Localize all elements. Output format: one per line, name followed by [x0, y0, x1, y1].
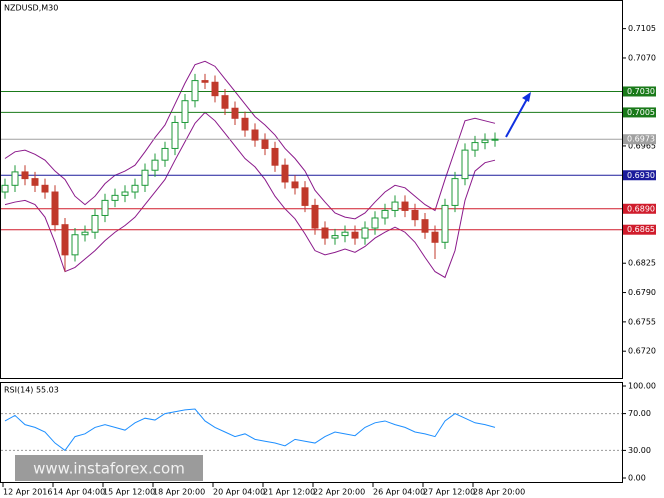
x-tick-label: 26 Apr 04:00: [373, 488, 425, 497]
level-tag: [623, 224, 656, 235]
candle-body: [91, 214, 99, 233]
candle-body: [191, 80, 199, 102]
candle-body: [441, 204, 449, 243]
y-tick-label: 0.6790: [628, 288, 656, 297]
level-tag: [623, 170, 656, 181]
candle-body: [161, 147, 169, 161]
x-tick-label: 14 Apr 04:00: [53, 488, 105, 497]
x-tick-label: 12 Apr 2016: [3, 488, 52, 497]
level-label: 0.7030: [627, 87, 655, 96]
candle-body: [231, 107, 239, 119]
candle-body: [341, 231, 349, 237]
candle-body: [421, 219, 429, 233]
upper-band: [4, 60, 496, 220]
candle-body: [471, 142, 479, 151]
level-label: 0.7005: [627, 108, 655, 117]
candle-body: [401, 201, 409, 211]
x-tick-label: 21 Apr 12:00: [263, 488, 315, 497]
candle-body: [411, 209, 419, 221]
y-tick-label: 0.6755: [628, 317, 656, 326]
lower-band: [4, 111, 496, 279]
candle-body: [431, 231, 439, 243]
x-tick-label: 27 Apr 12:00: [423, 488, 475, 497]
candle-body: [71, 234, 79, 256]
candle-body: [481, 139, 489, 144]
candle-body: [241, 117, 249, 131]
candle-body: [81, 231, 89, 236]
y-tick-label: 0.7070: [628, 53, 656, 62]
candle-body: [381, 209, 389, 219]
watermark-box: [15, 455, 203, 481]
candle-body: [1, 184, 9, 193]
y-tick-label: 70.00: [628, 409, 651, 418]
candle-body: [351, 231, 359, 239]
candle-body: [21, 171, 29, 180]
level-label: 0.6865: [627, 225, 655, 234]
x-tick-label: 22 Apr 20:00: [313, 488, 365, 497]
candle-body: [301, 187, 309, 206]
candle-body: [461, 149, 469, 180]
candle-body: [291, 181, 299, 189]
candle-body: [61, 224, 69, 256]
arrow-head: [522, 92, 531, 102]
x-tick-label: 20 Apr 04:00: [213, 488, 265, 497]
candle-body: [271, 147, 279, 166]
arrow-shaft: [505, 98, 528, 138]
rsi-line: [4, 408, 496, 452]
x-tick-label: 15 Apr 12:00: [103, 488, 155, 497]
candle-body: [41, 184, 49, 193]
level-label: 0.6890: [627, 204, 655, 213]
candle-body: [31, 178, 39, 186]
level-tag: [623, 134, 656, 145]
candle-body: [491, 138, 499, 141]
candle-body: [361, 227, 369, 239]
candle-body: [151, 159, 159, 171]
level-label: 0.6973: [627, 135, 655, 144]
watermark: www.instaforex.com: [33, 460, 185, 478]
candle-body: [171, 121, 179, 149]
candle-body: [281, 164, 289, 183]
y-tick-label: 0.6825: [628, 259, 656, 268]
candle-body: [451, 178, 459, 206]
rsi-title: RSI(14) 55.03: [4, 386, 59, 395]
candle-body: [251, 129, 259, 141]
chart-title: NZDUSD,M30: [4, 4, 58, 13]
candle-body: [371, 217, 379, 229]
candle-body: [101, 199, 109, 216]
candle-body: [201, 80, 209, 83]
level-tag: [623, 86, 656, 97]
level-label: 0.6930: [627, 171, 655, 180]
y-tick-label: 30.00: [628, 446, 651, 455]
candle-body: [321, 227, 329, 239]
x-tick-label: 28 Apr 20:00: [473, 488, 525, 497]
main-frame: [0, 0, 623, 379]
candle-body: [221, 95, 229, 109]
y-tick-label: 100.00: [628, 382, 656, 391]
candle-body: [141, 169, 149, 186]
candle-body: [131, 184, 139, 193]
y-tick-label: 0.00: [628, 474, 646, 483]
level-tag: [623, 107, 656, 118]
candle-body: [111, 194, 119, 201]
y-tick-label: 0.7105: [628, 24, 656, 33]
y-tick-label: 0.6720: [628, 347, 656, 356]
level-tag: [623, 203, 656, 214]
candle-body: [211, 81, 219, 97]
candle-body: [121, 191, 129, 196]
candle-body: [181, 100, 189, 123]
candle-body: [51, 191, 59, 226]
candle-body: [331, 235, 339, 239]
x-tick-label: 18 Apr 20:00: [153, 488, 205, 497]
candle-body: [261, 139, 269, 149]
plot-layer: 0.7105 0.7070 0.6965 0.6825 0.6790 0.6755 0.67…: [1, 24, 656, 497]
candle-body: [391, 201, 399, 211]
candle-body: [11, 171, 19, 186]
y-tick-label: 0.6965: [628, 141, 656, 150]
candle-body: [311, 204, 319, 229]
